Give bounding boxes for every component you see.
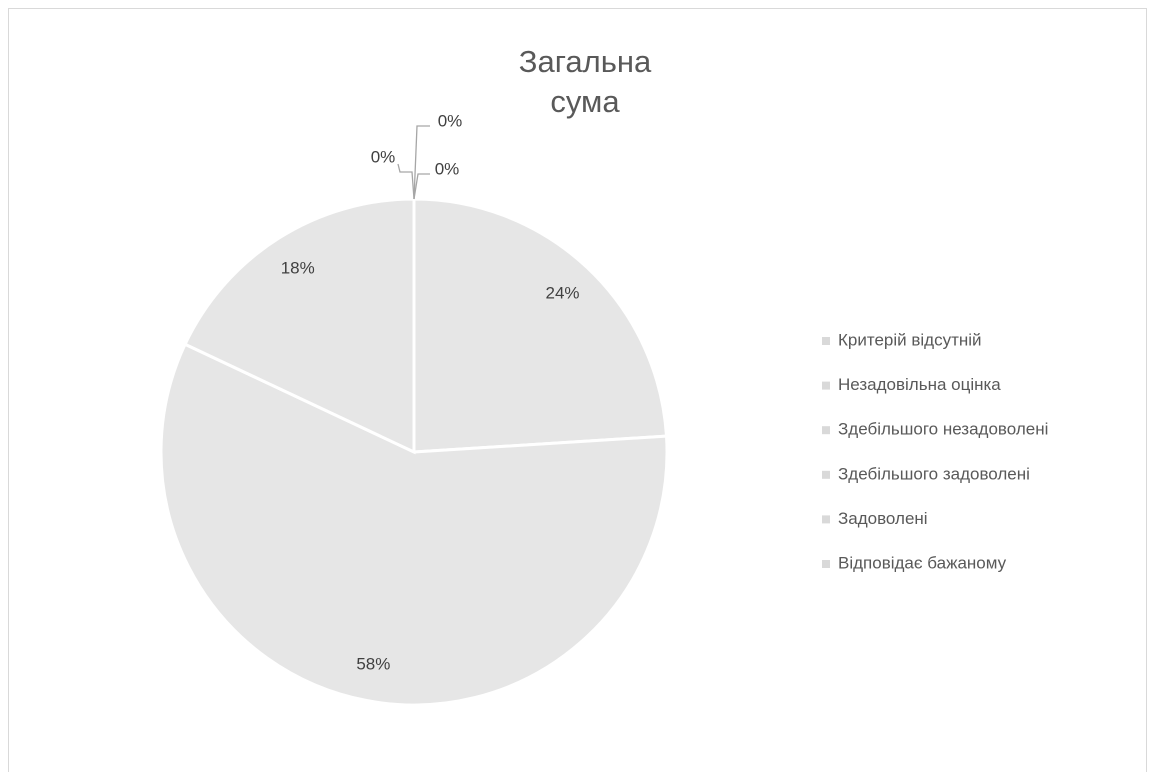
legend-marker [822, 515, 830, 524]
pie-slice [159, 342, 669, 707]
legend-label: Критерій відсутній [838, 330, 982, 349]
legend-label: Здебільшого незадоволені [838, 420, 1048, 439]
leader-line [397, 163, 415, 200]
legend-marker [822, 560, 830, 568]
legend-label: Здебільшого задоволені [838, 464, 1030, 483]
chart-border [8, 8, 1147, 772]
legend: Критерій відсутній Незадовільна оцінка Зде… [822, 330, 1048, 572]
legend-marker [822, 426, 830, 435]
leader-line [413, 173, 430, 200]
data-label: 0% [435, 159, 460, 178]
data-label: 18% [281, 258, 315, 277]
pie-slice [183, 197, 416, 455]
legend-marker [822, 470, 830, 479]
legend-marker [822, 381, 830, 390]
data-label: 0% [371, 147, 396, 166]
legend-label: Задоволені [838, 509, 928, 528]
data-labels: 0% 0% 0% 24% 58% 18% [281, 111, 580, 673]
data-label: 58% [356, 655, 390, 674]
pie [159, 197, 669, 707]
legend-label: Відповідає бажаному [838, 553, 1007, 572]
legend-label: Незадовільна оцінка [838, 375, 1001, 394]
legend-marker [822, 337, 830, 345]
pie-slice [412, 197, 669, 454]
data-label: 24% [546, 283, 580, 302]
chart-title: Загальна сума [518, 44, 652, 119]
data-label: 0% [438, 111, 463, 130]
leader-line [413, 125, 430, 200]
